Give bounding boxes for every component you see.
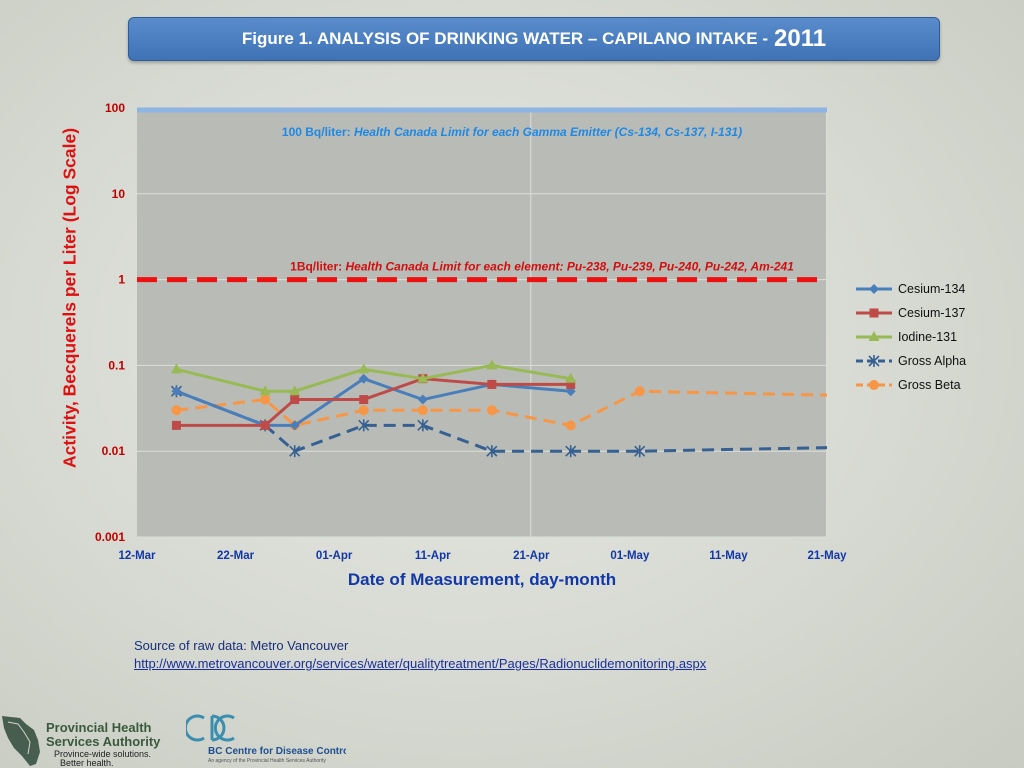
data-point-cesium-137	[566, 379, 576, 389]
data-point-gross-beta	[358, 405, 369, 416]
data-point-cesium-134	[417, 394, 428, 405]
plot-area	[137, 108, 827, 537]
data-point-cesium-137	[359, 395, 369, 405]
data-point-iodine-131	[358, 363, 370, 374]
data-point-gross-alpha	[289, 445, 301, 458]
data-point-cesium-134	[171, 386, 182, 397]
legend-marker	[869, 380, 879, 390]
data-point-gross-beta	[417, 405, 428, 416]
legend-marker	[868, 331, 880, 341]
bccdc-logo: BC Centre for Disease Control An agency …	[186, 714, 346, 764]
x-tick-label: 21-Apr	[513, 550, 550, 562]
legend-item-gross-alpha: Gross Alpha	[856, 354, 966, 368]
source-note: Source of raw data: Metro Vancouver http…	[134, 637, 706, 673]
legend-marker	[869, 308, 879, 318]
legend-label: Gross Beta	[898, 378, 961, 392]
radionuclide-line-chart: 100 10 1 0.1 0.01 0.001 12-Mar 22-Mar 01-Apr 11-A…	[95, 101, 966, 562]
reference-label-100: 100 Bq/liter: Health Canada Limit for ea…	[282, 125, 742, 139]
data-point-iodine-131	[259, 385, 271, 396]
data-point-iodine-131	[417, 372, 429, 383]
y-axis-label: Activity, Becquerels per Liter (Log Scal…	[59, 127, 80, 469]
legend-item-gross-beta: Gross Beta	[856, 378, 961, 392]
data-point-gross-beta	[260, 394, 271, 405]
figure-title: Figure 1. ANALYSIS OF DRINKING WATER – C…	[128, 17, 940, 61]
reference-label-text: Health Canada Limit for each element: Pu…	[345, 260, 794, 274]
x-tick-label: 01-Apr	[316, 550, 353, 562]
reference-label-prefix: 1Bq/liter:	[290, 260, 345, 274]
phsa-logo: Provincial Health Services Authority Pro…	[2, 716, 161, 768]
data-point-iodine-131	[486, 359, 498, 370]
y-tick-label: 0.01	[102, 444, 126, 458]
y-tick-label: 0.001	[95, 530, 125, 544]
figure-title-text: Figure 1. ANALYSIS OF DRINKING WATER – C…	[241, 29, 768, 48]
bccdc-name: BC Centre for Disease Control	[208, 746, 346, 757]
legend-label: Gross Alpha	[898, 354, 966, 368]
data-point-cesium-137	[171, 420, 181, 430]
x-axis-label: Date of Measurement, day-month	[347, 570, 617, 589]
data-point-cesium-137	[487, 379, 497, 389]
y-tick-label: 100	[105, 101, 125, 115]
data-point-gross-alpha	[358, 419, 370, 432]
phsa-name-line1: Provincial Health	[46, 720, 152, 735]
data-point-iodine-131	[289, 385, 301, 396]
series-iodine-131	[170, 359, 577, 396]
legend: Cesium-134 Cesium-137 Iodine-131 Gross Alph…	[856, 282, 966, 392]
data-point-gross-alpha	[565, 445, 577, 458]
legend-marker	[868, 355, 880, 367]
source-link[interactable]: http://www.metrovancouver.org/services/w…	[134, 656, 707, 671]
legend-label: Iodine-131	[898, 330, 957, 344]
data-point-cesium-137	[290, 395, 300, 405]
x-tick-label: 01-May	[610, 550, 650, 562]
legend-item-cesium-137: Cesium-137	[856, 306, 965, 320]
legend-item-cesium-134: Cesium-134	[856, 282, 965, 296]
data-point-gross-beta	[634, 386, 645, 397]
data-point-gross-beta	[171, 405, 182, 416]
figure-title-year: 2011	[774, 25, 827, 52]
data-point-gross-alpha	[417, 419, 429, 432]
data-point-cesium-134	[358, 373, 369, 384]
phsa-name-line2: Services Authority	[46, 734, 161, 749]
data-point-iodine-131	[170, 363, 182, 374]
data-point-gross-beta	[565, 420, 576, 431]
data-point-iodine-131	[565, 372, 577, 383]
legend-label: Cesium-134	[898, 282, 965, 296]
y-tick-label: 0.1	[108, 358, 125, 372]
x-tick-label: 21-May	[808, 550, 848, 562]
legend-marker	[869, 284, 879, 294]
data-point-cesium-134	[289, 420, 300, 431]
x-tick-label: 11-Apr	[415, 550, 451, 562]
x-tick-label: 22-Mar	[217, 550, 255, 562]
legend-item-iodine-131: Iodine-131	[856, 330, 957, 344]
cdc-monogram-icon	[186, 714, 235, 742]
y-tick-label: 1	[118, 273, 125, 287]
x-tick-label: 12-Mar	[118, 550, 156, 562]
data-point-gross-beta	[486, 405, 497, 416]
phsa-tagline-2: Better health.	[60, 758, 114, 768]
reference-label-1: 1Bq/liter: Health Canada Limit for each …	[290, 260, 794, 274]
x-tick-label: 11-May	[709, 550, 748, 562]
data-point-cesium-137	[260, 420, 270, 430]
data-point-gross-alpha	[486, 445, 498, 458]
data-point-gross-alpha	[634, 445, 646, 458]
bccdc-tagline: An agency of the Provincial Health Servi…	[208, 758, 326, 764]
phsa-tagline-1: Province-wide solutions.	[54, 749, 151, 759]
legend-label: Cesium-137	[898, 306, 965, 320]
bc-map-icon	[2, 716, 40, 766]
source-text: Source of raw data: Metro Vancouver	[134, 638, 349, 653]
y-tick-label: 10	[112, 187, 126, 201]
reference-label-prefix: 100 Bq/liter:	[282, 125, 354, 139]
reference-label-text: Health Canada Limit for each Gamma Emitt…	[354, 125, 742, 139]
